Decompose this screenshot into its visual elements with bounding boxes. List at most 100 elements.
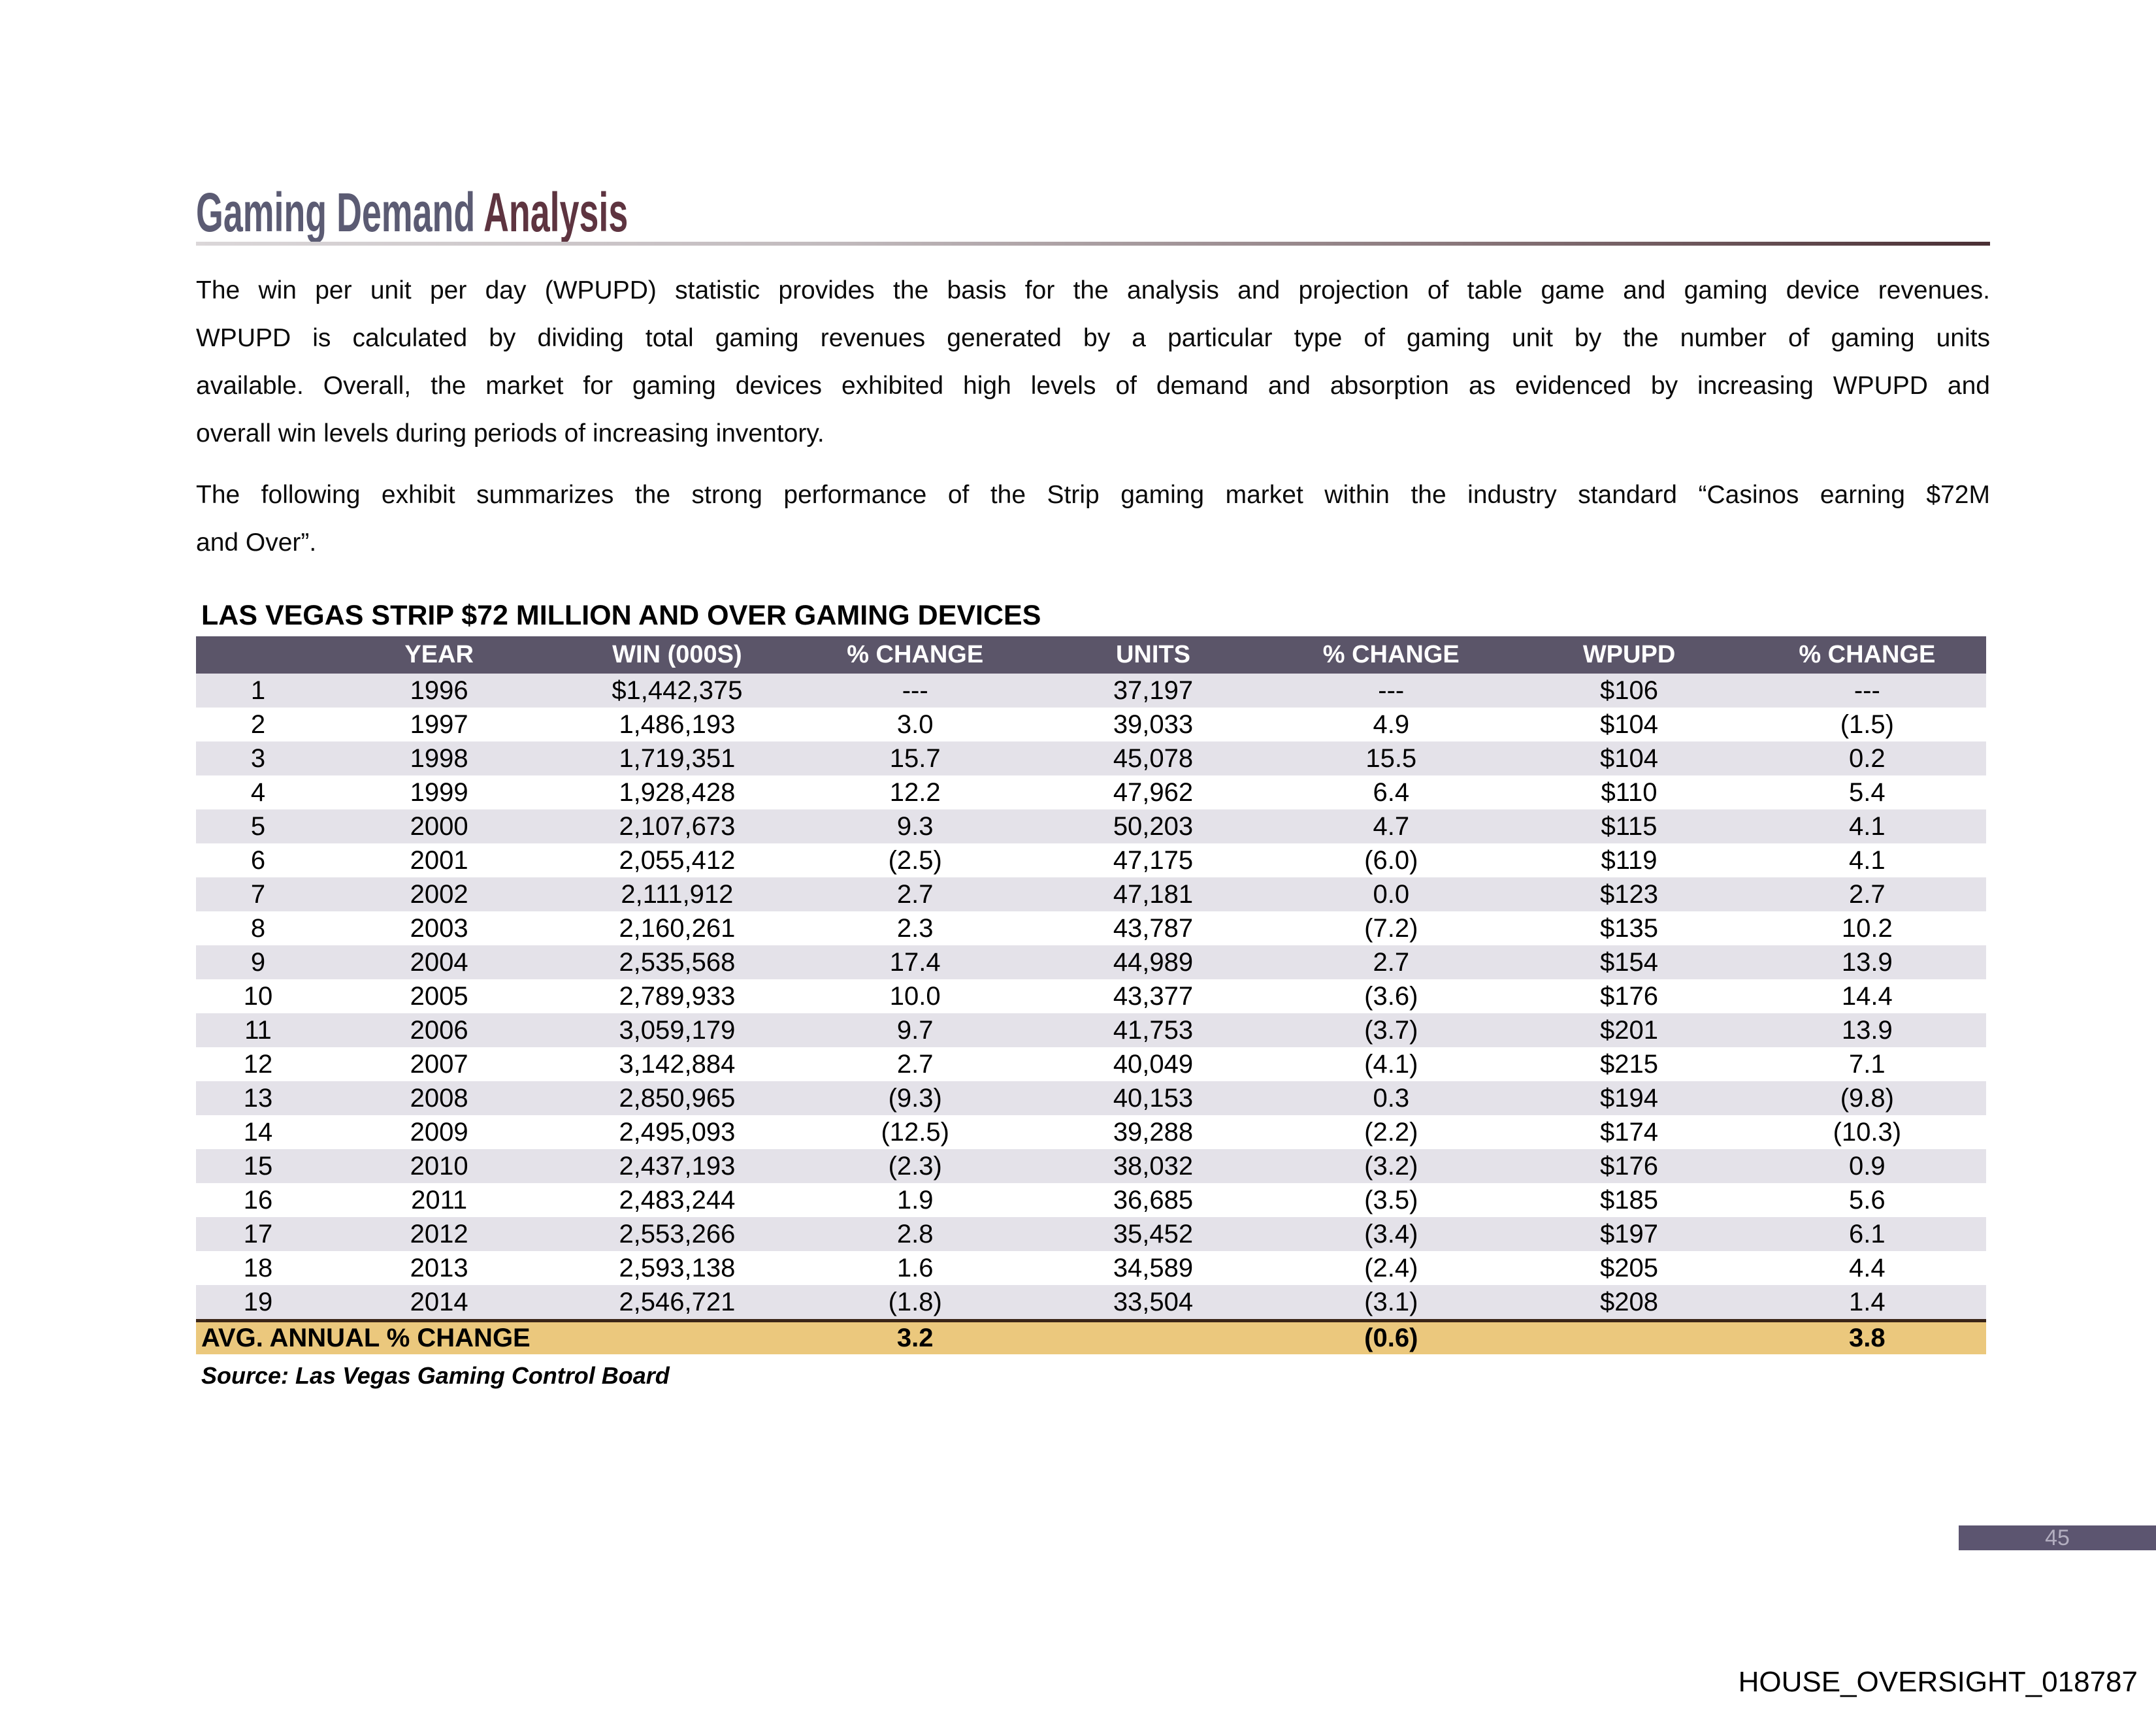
- cell-units-change: (3.2): [1364, 1152, 1418, 1181]
- cell-year: 2012: [410, 1220, 468, 1248]
- gaming-devices-table: YEAR WIN (000S) % CHANGE UNITS % CHANGE …: [196, 636, 1986, 1354]
- table-body: 1 1996 $1,442,375 --- 37,197 --- $106 --…: [196, 674, 1986, 1321]
- cell-wpupd: $176: [1600, 1152, 1659, 1181]
- cell-win-change: (2.5): [888, 846, 942, 875]
- cell-wpupd: $104: [1600, 744, 1659, 773]
- cell-units: 40,049: [1113, 1050, 1194, 1079]
- table-header-row: YEAR WIN (000S) % CHANGE UNITS % CHANGE …: [196, 636, 1986, 674]
- title-underline: [196, 242, 1990, 246]
- cell-units-change: 15.5: [1365, 744, 1417, 773]
- cell-units: 47,175: [1113, 846, 1194, 875]
- cell-units: 39,288: [1113, 1118, 1194, 1147]
- cell-win: 2,107,673: [619, 812, 736, 841]
- table-row: 8 2003 2,160,261 2.3 43,787 (7.2) $135 1…: [196, 911, 1986, 945]
- page-number-bar: 45: [1959, 1525, 2156, 1550]
- table-row: 5 2000 2,107,673 9.3 50,203 4.7 $115 4.1: [196, 809, 1986, 843]
- cell-win: 2,546,721: [619, 1288, 736, 1316]
- cell-units: 45,078: [1113, 744, 1194, 773]
- cell-wpupd-change: 1.4: [1849, 1288, 1886, 1316]
- column-header: WPUPD: [1510, 636, 1748, 674]
- text-line: WPUPD is calculated by dividing total ga…: [196, 324, 1990, 352]
- cell-row-number: 3: [250, 744, 266, 773]
- cell-units: 36,685: [1113, 1186, 1194, 1214]
- cell-row-number: 11: [244, 1016, 272, 1045]
- cell-win-change: 9.3: [896, 812, 934, 841]
- cell-win: 2,593,138: [619, 1254, 736, 1282]
- cell-units-change: 4.7: [1373, 812, 1410, 841]
- document-id-stamp: HOUSE_OVERSIGHT_018787: [1738, 1666, 2138, 1698]
- cell-wpupd: $197: [1600, 1220, 1659, 1248]
- cell-wpupd-change: 4.4: [1849, 1254, 1886, 1282]
- cell-row-number: 9: [250, 948, 266, 977]
- table-header: YEAR WIN (000S) % CHANGE UNITS % CHANGE …: [196, 636, 1986, 674]
- cell-units: 35,452: [1113, 1220, 1194, 1248]
- cell-units-change: (7.2): [1364, 914, 1418, 943]
- table-row: 4 1999 1,928,428 12.2 47,962 6.4 $110 5.…: [196, 775, 1986, 809]
- cell-year: 2011: [411, 1186, 468, 1214]
- cell-win-change: ---: [902, 676, 928, 705]
- cell-wpupd-change: 4.1: [1849, 846, 1886, 875]
- cell-wpupd: $185: [1600, 1186, 1659, 1214]
- column-header: % CHANGE: [1272, 636, 1511, 674]
- cell-wpupd: $215: [1600, 1050, 1659, 1079]
- table-row: 10 2005 2,789,933 10.0 43,377 (3.6) $176…: [196, 979, 1986, 1013]
- cell-units: 44,989: [1113, 948, 1194, 977]
- cell-wpupd-change: 14.4: [1841, 982, 1893, 1011]
- table-row: 1 1996 $1,442,375 --- 37,197 --- $106 --…: [196, 674, 1986, 708]
- cell-win-change: 12.2: [889, 778, 941, 807]
- cell-units-change: 2.7: [1373, 948, 1410, 977]
- source-note: Source: Las Vegas Gaming Control Board: [201, 1362, 670, 1389]
- cell-win-change: 2.8: [896, 1220, 934, 1248]
- cell-row-number: 13: [243, 1084, 273, 1113]
- column-header: WIN (000S): [558, 636, 796, 674]
- cell-units-change: 4.9: [1373, 710, 1410, 739]
- table-row: 2 1997 1,486,193 3.0 39,033 4.9 $104 (1.…: [196, 708, 1986, 741]
- cell-year: 2002: [410, 880, 468, 909]
- cell-win: 2,483,244: [619, 1186, 736, 1214]
- avg-wpupd-change: 3.8: [1748, 1319, 1986, 1354]
- cell-win-change: 1.6: [896, 1254, 934, 1282]
- column-header: YEAR: [320, 636, 559, 674]
- cell-row-number: 19: [243, 1288, 273, 1316]
- table-row: 9 2004 2,535,568 17.4 44,989 2.7 $154 13…: [196, 945, 1986, 979]
- cell-units: 40,153: [1113, 1084, 1194, 1113]
- cell-units: 39,033: [1113, 710, 1194, 739]
- avg-win-change: 3.2: [796, 1319, 1034, 1354]
- cell-row-number: 7: [250, 880, 266, 909]
- table-row: 12 2007 3,142,884 2.7 40,049 (4.1) $215 …: [196, 1047, 1986, 1081]
- cell-year: 2001: [410, 846, 468, 875]
- cell-win-change: (1.8): [888, 1288, 942, 1316]
- cell-win: 2,553,266: [619, 1220, 736, 1248]
- cell-win-change: 17.4: [889, 948, 941, 977]
- cell-win-change: (2.3): [888, 1152, 942, 1181]
- cell-wpupd: $119: [1601, 846, 1658, 875]
- cell-units: 47,962: [1113, 778, 1194, 807]
- cell-win: 2,437,193: [619, 1152, 736, 1181]
- cell-units-change: (2.4): [1364, 1254, 1418, 1282]
- cell-wpupd: $115: [1601, 812, 1658, 841]
- avg-spacer: [1034, 1319, 1273, 1354]
- cell-units-change: (2.2): [1364, 1118, 1418, 1147]
- cell-wpupd-change: 10.2: [1841, 914, 1893, 943]
- cell-units-change: 0.3: [1373, 1084, 1410, 1113]
- cell-units: 50,203: [1113, 812, 1194, 841]
- cell-units: 38,032: [1113, 1152, 1194, 1181]
- paragraph-wpupd: The win per unit per day (WPUPD) statist…: [196, 267, 1990, 457]
- cell-win-change: (12.5): [881, 1118, 949, 1147]
- cell-win: 2,535,568: [619, 948, 736, 977]
- avg-annual-row: AVG. ANNUAL % CHANGE 3.2 (0.6) 3.8: [196, 1319, 1986, 1354]
- cell-win: 2,495,093: [619, 1118, 736, 1147]
- cell-units-change: ---: [1378, 676, 1405, 705]
- cell-row-number: 14: [243, 1118, 273, 1147]
- cell-win-change: 9.7: [896, 1016, 934, 1045]
- cell-units-change: (3.1): [1364, 1288, 1418, 1316]
- cell-year: 2004: [410, 948, 468, 977]
- cell-wpupd: $205: [1600, 1254, 1659, 1282]
- cell-year: 1996: [410, 676, 468, 705]
- cell-win: 2,111,912: [621, 880, 734, 909]
- page-title: Gaming Demand Analysis: [196, 185, 628, 240]
- cell-wpupd: $135: [1600, 914, 1659, 943]
- table-title: LAS VEGAS STRIP $72 MILLION AND OVER GAM…: [201, 600, 1041, 631]
- cell-year: 2013: [410, 1254, 468, 1282]
